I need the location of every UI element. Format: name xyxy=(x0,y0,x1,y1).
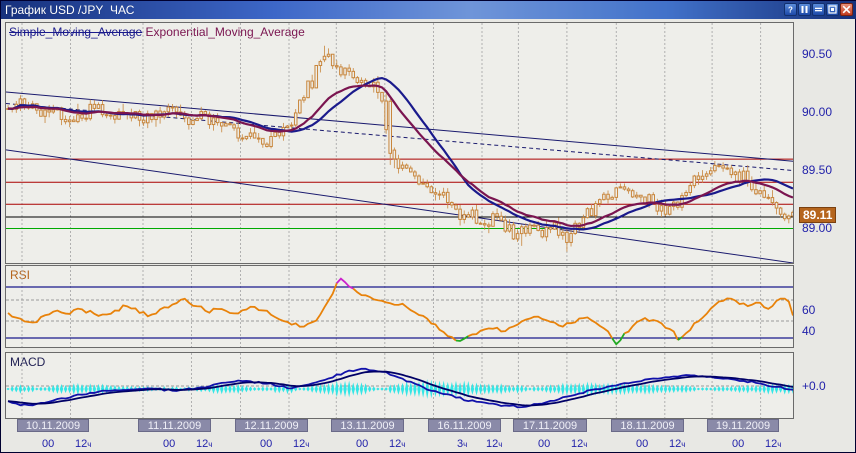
svg-text:?: ? xyxy=(788,6,793,15)
